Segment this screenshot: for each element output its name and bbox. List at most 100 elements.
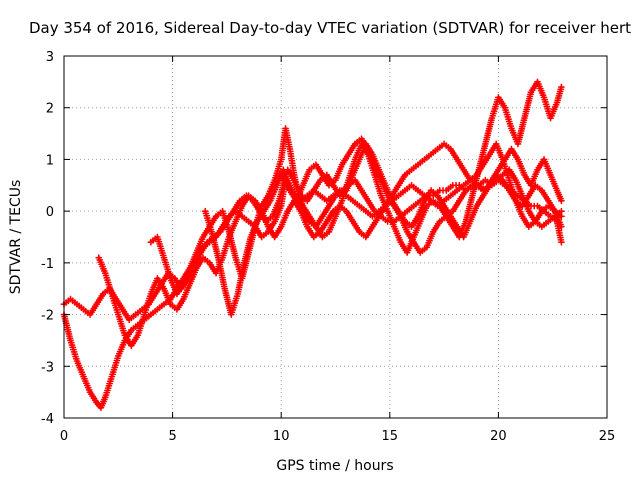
data-point [234, 256, 237, 259]
data-point [117, 355, 120, 357]
data-point [182, 298, 185, 300]
data-point [449, 194, 452, 197]
data-point [456, 225, 458, 228]
data-point [358, 231, 361, 233]
data-point [82, 308, 85, 311]
data-point [273, 179, 276, 181]
data-point [373, 174, 376, 176]
data-point [76, 360, 78, 362]
data-point [501, 179, 504, 181]
data-point [293, 194, 296, 197]
data-point [484, 179, 487, 181]
data-point [458, 236, 461, 238]
data-point [358, 158, 361, 161]
data-point [89, 313, 91, 316]
data-point [497, 168, 500, 171]
y-tick-label: -2 [41, 309, 54, 324]
data-point [256, 220, 259, 223]
data-point [371, 225, 374, 228]
data-point [391, 200, 393, 202]
y-axis-label: SDTVAR / TECUs [8, 180, 24, 295]
data-point [319, 194, 322, 197]
data-point [451, 184, 454, 187]
data-point [345, 210, 348, 212]
y-tick-label: 3 [46, 50, 54, 65]
data-point [508, 179, 511, 181]
data-point [278, 200, 280, 202]
data-point [365, 210, 367, 212]
data-point [156, 236, 159, 238]
data-point [352, 220, 354, 223]
data-point [456, 158, 458, 161]
data-point [302, 205, 304, 207]
data-point [471, 194, 474, 197]
data-point [360, 189, 363, 192]
data-point [404, 174, 406, 176]
data-point [462, 184, 465, 187]
data-point [465, 220, 467, 223]
data-point [195, 267, 198, 269]
data-point [397, 184, 400, 187]
data-point [386, 210, 389, 212]
data-point [321, 174, 324, 176]
data-point [430, 189, 432, 192]
data-point [308, 168, 311, 171]
data-point [482, 194, 484, 197]
y-tick-label: -1 [41, 257, 54, 272]
data-point [208, 262, 211, 264]
data-point [358, 205, 361, 207]
data-point [393, 205, 395, 207]
data-point [469, 179, 471, 181]
data-point [432, 231, 435, 233]
data-point [410, 168, 413, 171]
y-tick-labels: -4 -3 -2 -1 0 1 2 3 [41, 50, 54, 427]
data-point [406, 251, 408, 254]
data-point [82, 375, 85, 378]
data-point [260, 205, 263, 207]
data-point [438, 189, 441, 192]
data-point [510, 127, 513, 130]
data-point [543, 158, 545, 161]
data-point [528, 194, 530, 197]
data-point [249, 236, 252, 238]
data-point [430, 200, 432, 202]
data-point [328, 231, 330, 233]
data-point [289, 148, 291, 150]
data-point [315, 163, 317, 166]
data-point [521, 215, 524, 218]
data-point [354, 143, 356, 145]
data-point [69, 298, 72, 300]
data-point [217, 256, 220, 259]
data-point [367, 148, 369, 150]
data-point [236, 293, 239, 295]
data-point [560, 215, 563, 218]
data-point [449, 148, 452, 150]
data-point [321, 236, 324, 238]
data-point [380, 194, 382, 197]
data-point [536, 81, 539, 83]
data-point [210, 231, 213, 233]
data-point [514, 200, 517, 202]
data-point [182, 282, 185, 285]
data-point [169, 303, 172, 306]
data-point [260, 236, 263, 238]
data-point [163, 287, 165, 290]
data-point [417, 189, 419, 192]
data-point [282, 168, 285, 171]
data-point [195, 251, 198, 254]
data-point [345, 194, 348, 197]
data-point [189, 282, 191, 285]
data-point [306, 200, 309, 202]
data-point [445, 189, 448, 192]
y-tick-label: -4 [41, 412, 54, 427]
data-point [560, 86, 563, 88]
data-point [204, 210, 206, 212]
data-point [504, 106, 506, 109]
y-tick-label: 0 [46, 205, 54, 220]
data-point [517, 158, 519, 161]
x-tick-label: 5 [168, 429, 176, 444]
data-point [536, 168, 539, 171]
data-point [104, 272, 107, 275]
data-point [419, 220, 422, 223]
